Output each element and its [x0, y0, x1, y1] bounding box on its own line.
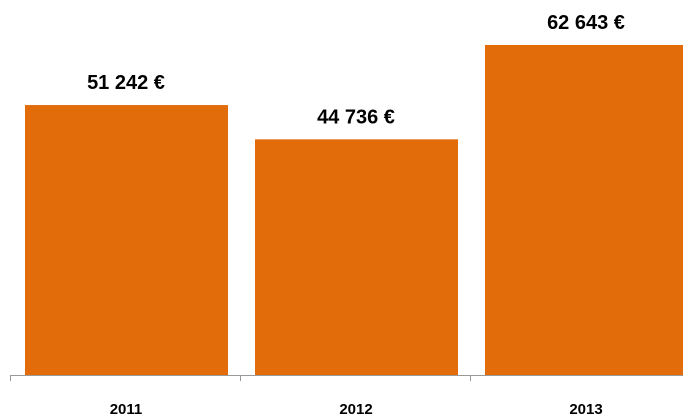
x-tick-label: 2011	[110, 401, 143, 417]
x-tick-label: 2013	[569, 401, 602, 417]
value-label: 44 736 €	[317, 106, 395, 128]
bar	[485, 45, 683, 375]
value-label: 51 242 €	[87, 72, 165, 94]
bar	[25, 105, 228, 375]
bar	[255, 139, 458, 375]
value-label: 62 643 €	[547, 12, 625, 34]
x-tick-label: 2012	[339, 401, 372, 417]
